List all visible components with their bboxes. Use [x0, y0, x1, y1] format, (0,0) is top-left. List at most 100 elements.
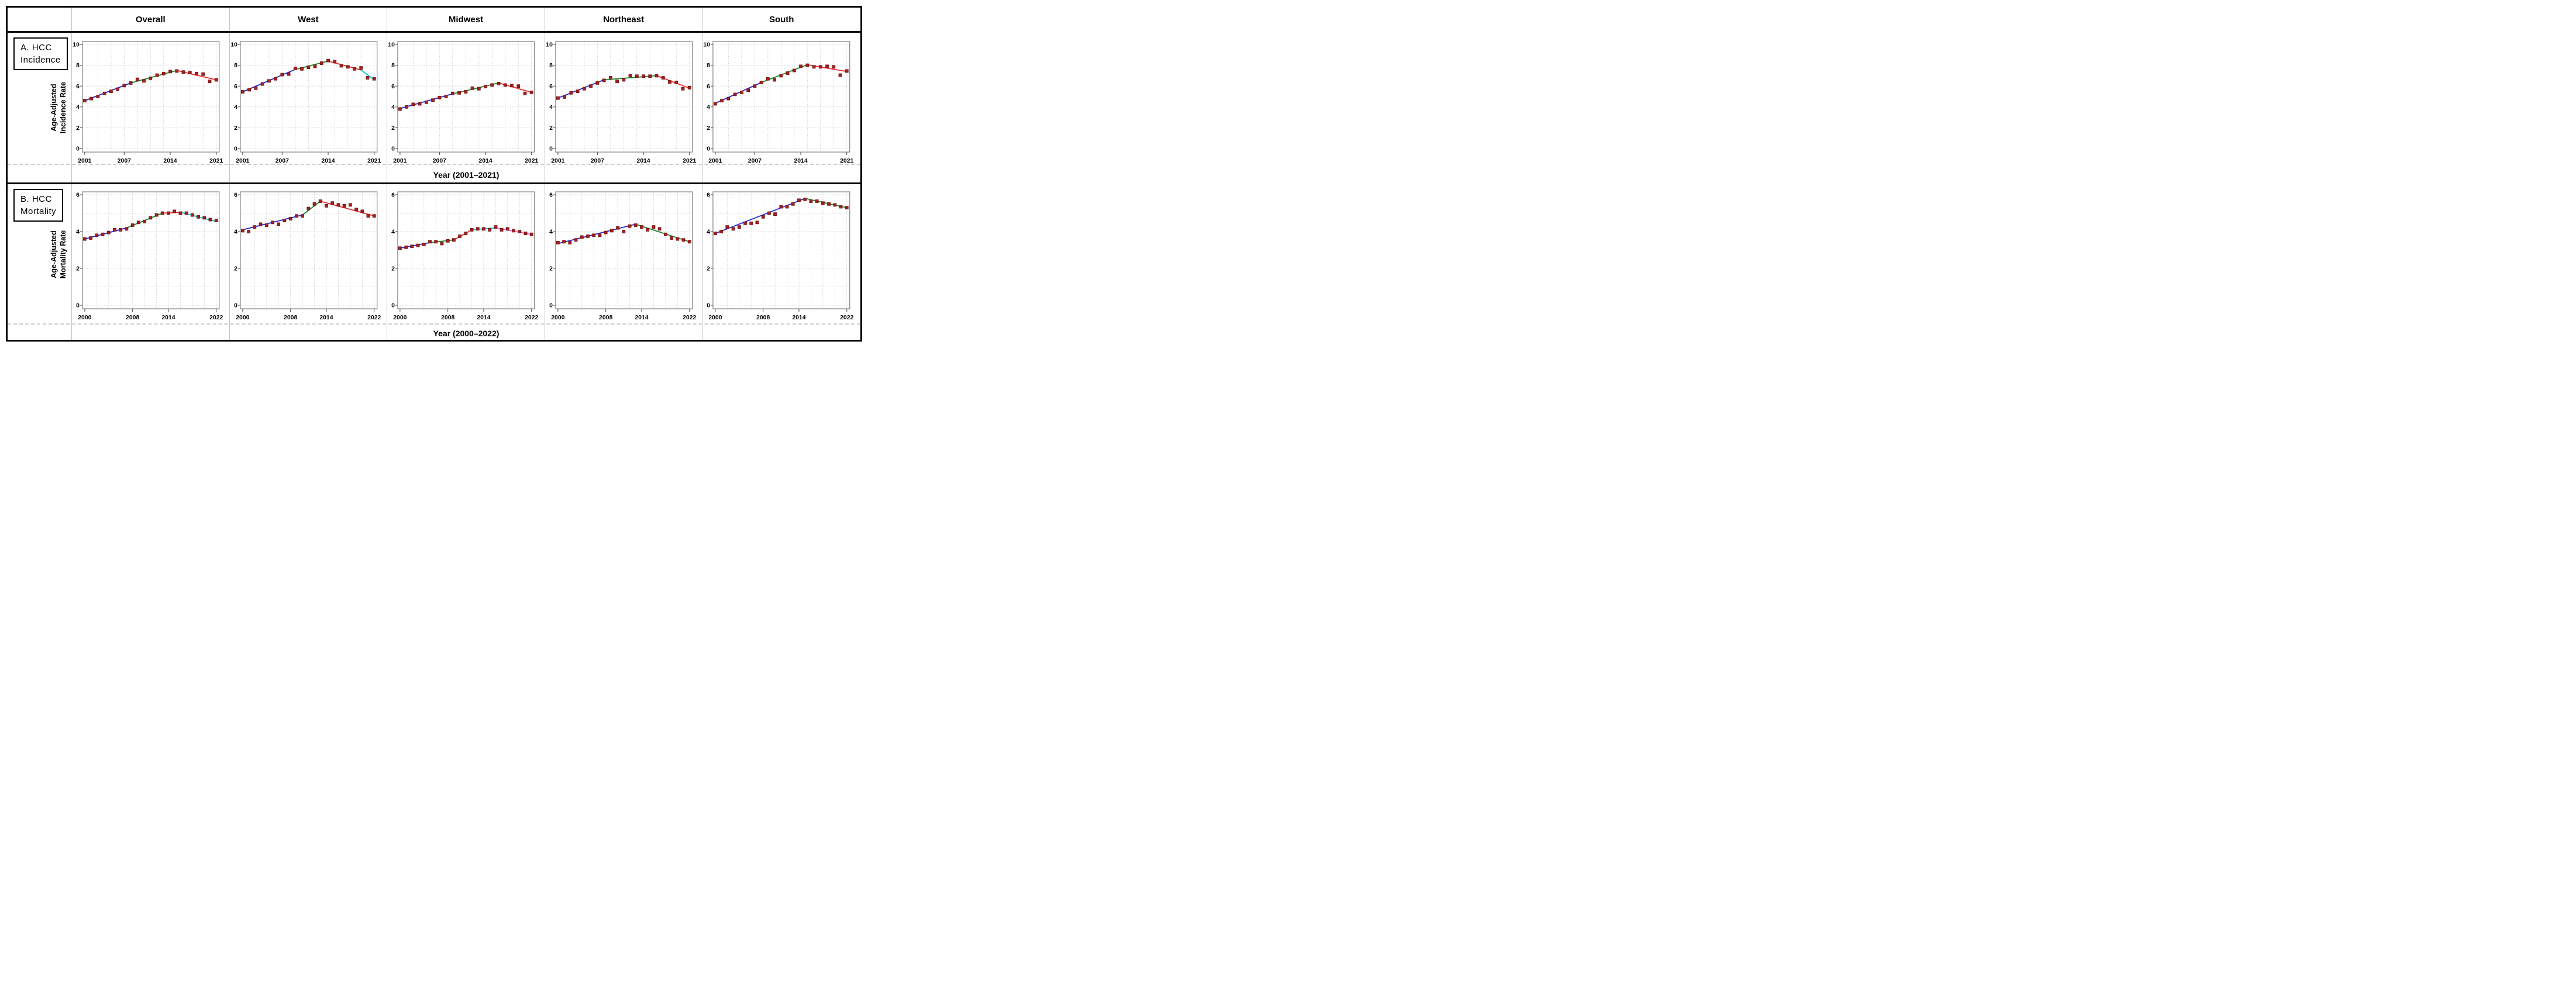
svg-text:8: 8 — [707, 63, 711, 69]
chart-south-mortality: 0 2 4 6 2000 2008 2014 2022 — [702, 184, 860, 340]
svg-text:4: 4 — [549, 104, 553, 111]
panel-label-mortality: B. HCC Mortality — [13, 189, 64, 222]
svg-text:2007: 2007 — [275, 158, 288, 164]
chart-svg-overall-incidence: 0 2 4 6 8 10 2001 2007 2014 2021 — [73, 41, 223, 164]
svg-text:2007: 2007 — [748, 158, 762, 164]
joinpoint-trend-figure: Overall West Midwest Northeast South A. HCC … — [6, 6, 862, 342]
horizontal-gridlines — [398, 194, 535, 306]
data-points — [556, 223, 691, 244]
svg-text:10: 10 — [704, 42, 711, 49]
svg-text:2021: 2021 — [683, 158, 696, 164]
svg-text:6: 6 — [549, 192, 553, 199]
data-points — [83, 209, 218, 241]
chart-overall-mortality: 0 2 4 6 2000 2008 2014 2022 — [72, 184, 230, 340]
horizontal-gridlines — [555, 194, 693, 306]
svg-text:2022: 2022 — [525, 315, 538, 321]
chart-svg-west-mortality: 0 2 4 6 2000 2008 2014 2022 — [234, 191, 381, 321]
chart-overall-incidence: 0 2 4 6 8 10 2001 2007 2014 2021 — [72, 33, 230, 182]
header-cell-south: South — [769, 14, 794, 25]
y-tick-labels: 0 2 4 6 8 10 — [388, 42, 398, 153]
horizontal-gridlines — [713, 44, 850, 149]
panel-row-mortality: B. HCC Mortality Age-Adjusted Mortality … — [8, 184, 860, 340]
svg-text:2014: 2014 — [477, 315, 491, 321]
header-cell-northeast: Northeast — [545, 8, 703, 31]
svg-text:2000: 2000 — [551, 315, 564, 321]
header-cell-midwest: Midwest — [387, 8, 545, 31]
svg-text:2021: 2021 — [525, 158, 538, 164]
data-points — [83, 69, 218, 102]
svg-text:2: 2 — [549, 125, 553, 132]
svg-text:10: 10 — [230, 42, 237, 49]
svg-text:2001: 2001 — [709, 158, 722, 164]
chart-svg-south-mortality: 0 2 4 6 2000 2008 2014 2022 — [707, 191, 854, 321]
x-tick-labels: 2000 2008 2014 2022 — [393, 309, 539, 321]
svg-text:2008: 2008 — [599, 315, 612, 321]
x-tick-labels: 2000 2008 2014 2022 — [236, 309, 381, 321]
header-cell-overall: Overall — [72, 8, 230, 31]
x-tick-labels: 2000 2008 2014 2022 — [78, 309, 223, 321]
svg-text:2: 2 — [234, 125, 237, 132]
svg-text:0: 0 — [76, 303, 80, 309]
svg-text:6: 6 — [76, 84, 80, 90]
svg-text:6: 6 — [391, 84, 395, 90]
x-tick-labels: 2001 2007 2014 2021 — [78, 152, 223, 164]
svg-text:0: 0 — [549, 146, 553, 153]
data-points — [240, 199, 376, 233]
svg-text:2021: 2021 — [209, 158, 223, 164]
svg-text:2: 2 — [391, 266, 395, 273]
svg-text:2022: 2022 — [367, 315, 381, 321]
svg-text:10: 10 — [73, 42, 80, 49]
dashed-separator-mortality — [8, 323, 860, 325]
svg-text:6: 6 — [391, 192, 395, 199]
data-points — [398, 225, 533, 250]
y-tick-labels: 0 2 4 6 8 10 — [73, 42, 82, 153]
x-tick-labels: 2000 2008 2014 2022 — [551, 309, 696, 321]
y-tick-labels: 0 2 4 6 8 10 — [230, 42, 240, 153]
horizontal-gridlines — [398, 44, 535, 149]
svg-text:2022: 2022 — [840, 315, 853, 321]
axis-frame — [239, 41, 377, 153]
chart-svg-south-incidence: 0 2 4 6 8 10 2001 2007 2014 2021 — [704, 41, 854, 164]
svg-text:2001: 2001 — [393, 158, 407, 164]
svg-text:2000: 2000 — [709, 315, 722, 321]
svg-text:2001: 2001 — [236, 158, 249, 164]
svg-text:2021: 2021 — [367, 158, 381, 164]
vertical-gridlines — [728, 42, 848, 152]
svg-text:4: 4 — [234, 104, 237, 111]
svg-text:10: 10 — [388, 42, 395, 49]
x-axis-label-incidence: Year (2001–2021) — [433, 170, 500, 180]
svg-text:8: 8 — [549, 63, 553, 69]
svg-text:8: 8 — [391, 63, 395, 69]
svg-text:4: 4 — [391, 104, 395, 111]
svg-text:4: 4 — [707, 229, 711, 236]
svg-text:0: 0 — [549, 303, 553, 309]
x-axis-label-mortality: Year (2000–2022) — [433, 329, 500, 338]
vertical-gridlines — [96, 192, 217, 309]
x-tick-labels: 2001 2007 2014 2021 — [551, 152, 696, 164]
svg-text:2007: 2007 — [433, 158, 446, 164]
svg-text:4: 4 — [76, 229, 80, 236]
svg-text:0: 0 — [707, 146, 711, 153]
svg-text:2014: 2014 — [635, 315, 648, 321]
horizontal-gridlines — [82, 44, 219, 149]
chart-svg-midwest-mortality: 0 2 4 6 2000 2008 2014 2022 — [391, 191, 539, 321]
svg-text:2: 2 — [76, 266, 80, 273]
axis-frame — [712, 191, 850, 309]
chart-svg-overall-mortality: 0 2 4 6 2000 2008 2014 2022 — [76, 191, 223, 321]
x-tick-labels: 2000 2008 2014 2022 — [709, 309, 854, 321]
svg-text:8: 8 — [234, 63, 237, 69]
svg-text:2014: 2014 — [794, 158, 808, 164]
axis-frame — [555, 41, 693, 153]
svg-text:2014: 2014 — [793, 315, 806, 321]
svg-text:0: 0 — [76, 146, 80, 153]
x-tick-labels: 2001 2007 2014 2021 — [236, 152, 381, 164]
header-cell-empty — [8, 8, 72, 31]
svg-text:2014: 2014 — [163, 158, 177, 164]
svg-text:4: 4 — [391, 229, 395, 236]
vertical-gridlines — [97, 42, 217, 152]
axis-frame — [397, 41, 535, 153]
chart-northeast-incidence: 0 2 4 6 8 10 2001 2007 2014 2021 — [545, 33, 703, 182]
svg-text:2022: 2022 — [683, 315, 696, 321]
svg-text:0: 0 — [234, 303, 237, 309]
svg-text:2014: 2014 — [479, 158, 493, 164]
